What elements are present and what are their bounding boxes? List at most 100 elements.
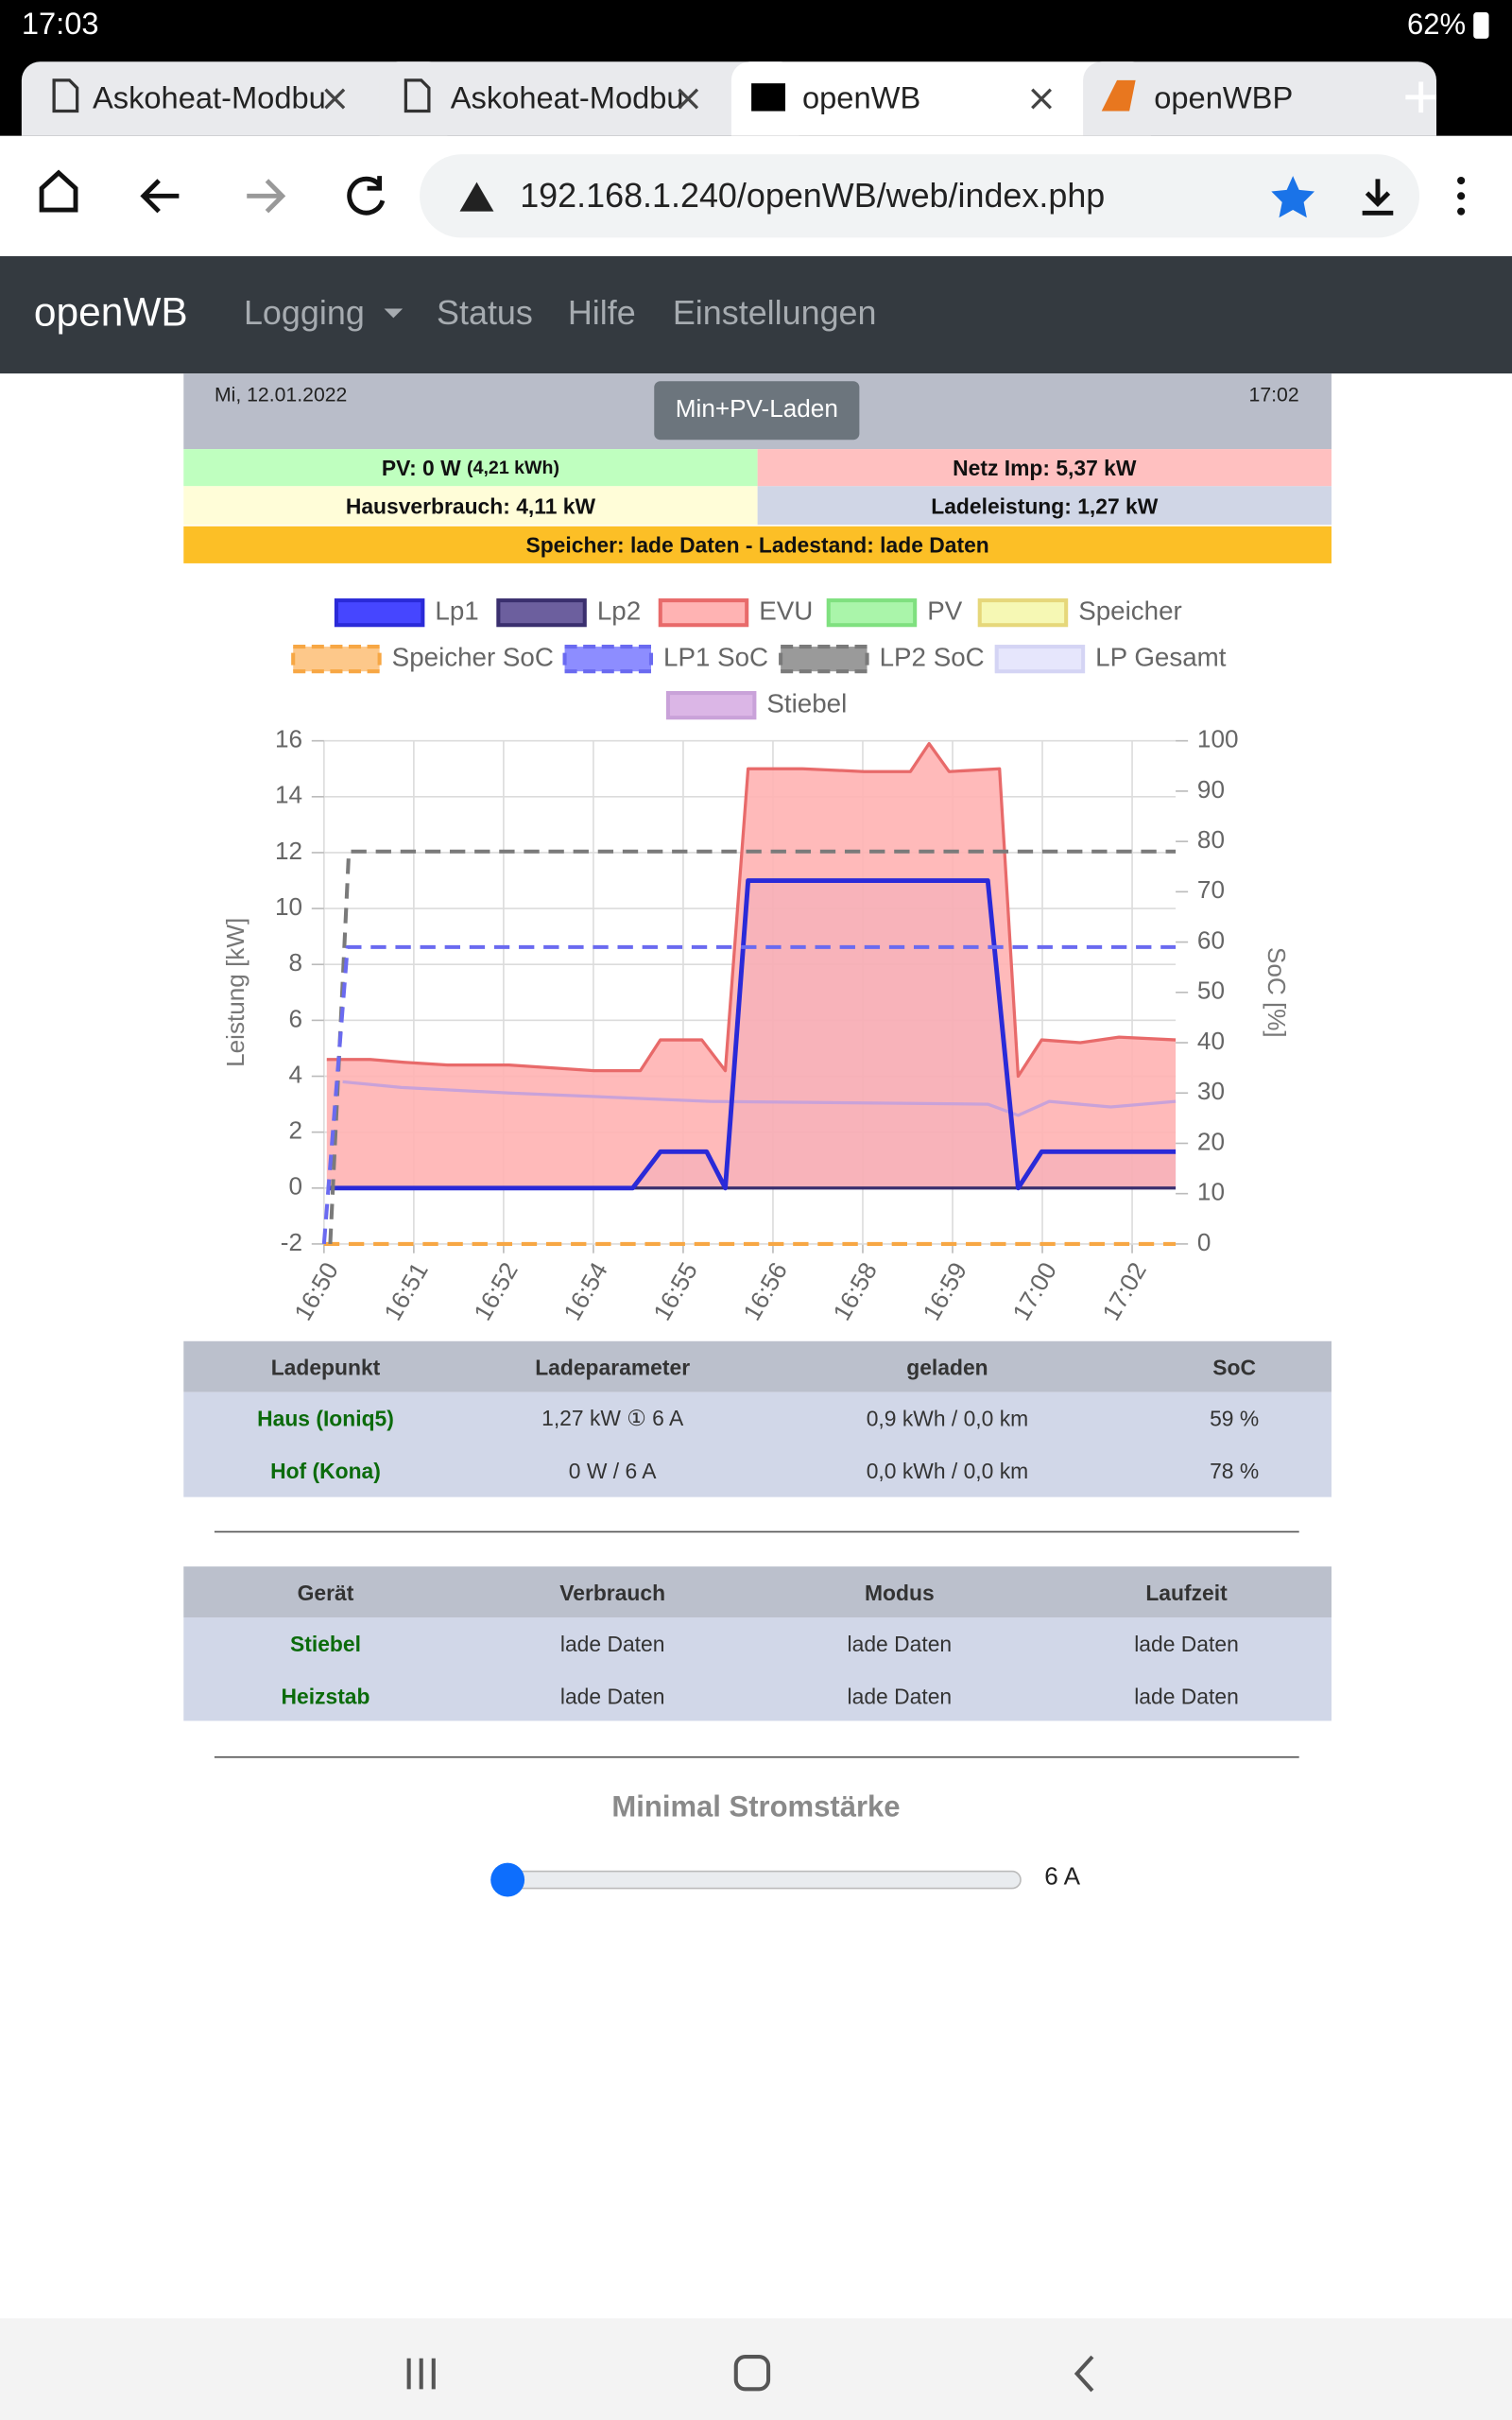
column-header: Ladepunkt [270,1355,381,1380]
series-line [342,1080,1177,1117]
tab[interactable]: Askoheat-Modbu [21,61,448,136]
chart: 16:50 16:51 16:52 16:54 16:55 16:56 16:58 16:59… [221,596,1291,1325]
x-tick-label: 16:55 [647,1257,703,1325]
legend-label: LP Gesamt [1095,642,1227,671]
legend-label: Lp2 [597,596,641,625]
clock: 17:03 [21,8,99,43]
bookmark[interactable] [1271,176,1315,218]
column-header: Ladeparameter [535,1355,691,1380]
y-tick-label: -2 [281,1228,302,1256]
y2-tick-label: 90 [1197,775,1225,804]
reload-button[interactable] [347,176,386,216]
y-tick-label: 4 [288,1060,302,1088]
legend-swatch [779,645,869,674]
url[interactable]: 192.168.1.240/openWB/web/index.php [520,176,1106,215]
charge-table: Ladepunkt Ladeparameter geladen SoC Haus (Io… [183,1340,1332,1497]
pv: PV: 0 W [381,455,461,480]
pv-cell: PV: 0 W (4,21 kWh) [183,449,758,487]
table-cell: lade Daten [559,1684,665,1709]
slider-label: Minimal Stromstärke [611,1791,901,1824]
series-line [328,849,1177,1245]
tab[interactable]: openWBP [1083,61,1436,136]
table-body [183,1617,1332,1721]
download[interactable] [1362,179,1394,216]
y-tick-label: 10 [275,892,302,921]
y2-tick-label: 0 [1197,1228,1211,1256]
legend-label: EVU [759,596,813,625]
divider [214,1530,1299,1533]
tab-icons [52,78,1437,113]
recents-button[interactable] [406,2358,436,2390]
legend-swatch [665,691,757,720]
nav-item[interactable]: Logging [243,293,365,333]
table-cell: Hof (Kona) [270,1458,381,1483]
table-cell: lade Daten [847,1684,953,1709]
y2-tick-label: 40 [1197,1027,1225,1055]
column-header: Modus [865,1580,935,1605]
legend-label: Speicher [1078,596,1182,625]
forward-button[interactable] [247,179,286,214]
slider-track[interactable] [493,1870,1022,1890]
table-cell: 0,0 kWh / 0,0 km [866,1458,1029,1483]
back-button[interactable] [140,179,180,214]
y-tick-label: 2 [288,1116,302,1145]
x-tick-label: 16:50 [288,1257,344,1325]
y-tick-label: 14 [275,781,302,809]
back-nav[interactable] [1074,2355,1094,2393]
table-cell: 1,27 kW ① 6 A [541,1405,684,1430]
house-cell: Hausverbrauch: 4,11 kW [183,486,758,526]
tab[interactable]: Askoheat-Modbu [379,61,799,136]
storage-cell: Speicher: lade Daten - Ladestand: lade D… [183,526,1332,563]
legend-swatch [994,645,1086,674]
legend-swatch [658,598,749,628]
y2-tick-label: 10 [1197,1178,1225,1206]
table-cell: Haus (Ioniq5) [257,1406,394,1431]
legend-label: Stiebel [766,688,847,717]
table-cell: 78 % [1210,1458,1260,1483]
table-cell: 59 % [1210,1406,1260,1431]
pv-energy: (4,21 kWh) [467,457,560,479]
legend-swatch [496,598,587,628]
column-header: geladen [906,1355,988,1380]
series-line [326,741,1177,1079]
y-tick-label: 0 [288,1172,302,1201]
mode-button[interactable]: Min+PV-Laden [654,381,860,441]
legend-label: Lp1 [435,596,478,625]
table-cell: lade Daten [1134,1684,1239,1709]
slider-thumb[interactable] [490,1862,525,1897]
legend-swatch [977,598,1069,628]
x-tick-label: 17:02 [1096,1257,1152,1325]
tab-active[interactable]: openWB [730,61,1151,136]
brand[interactable]: openWB [33,288,188,336]
caret [384,308,404,319]
nav-item[interactable]: Status [437,293,533,333]
y-tick-label: 12 [275,837,302,865]
table-header [183,1340,1332,1392]
nav-item[interactable]: Einstellungen [672,293,877,333]
home-button[interactable] [39,169,78,213]
y2-tick-label: 80 [1197,825,1225,854]
table-header [183,1566,1332,1618]
legend-label: PV [927,596,963,625]
y2-tick-label: 50 [1197,977,1225,1005]
x-tick-label: 16:52 [468,1257,524,1325]
table-cell: Stiebel [290,1631,361,1656]
nav-item[interactable]: Hilfe [567,293,636,333]
table-cell: 0,9 kWh / 0,0 km [866,1406,1029,1431]
table-cell: lade Daten [847,1631,953,1656]
system-nav [0,2318,1512,2420]
y2-axis-label: SoC [%] [1263,947,1291,1038]
column-header: Laufzeit [1145,1580,1228,1605]
home-nav[interactable] [733,2355,771,2392]
y2-tick-label: 70 [1197,875,1225,904]
x-tick-label: 16:56 [737,1257,793,1325]
table-cell: 0 W / 6 A [568,1458,657,1483]
legend-swatch [826,598,918,628]
toolbar [39,154,1466,238]
y2-tick-label: 20 [1197,1127,1225,1155]
legend-swatch [334,598,425,628]
area-fill [326,743,1177,1188]
omnibox[interactable] [420,154,1420,238]
time: 17:02 [1248,382,1299,406]
